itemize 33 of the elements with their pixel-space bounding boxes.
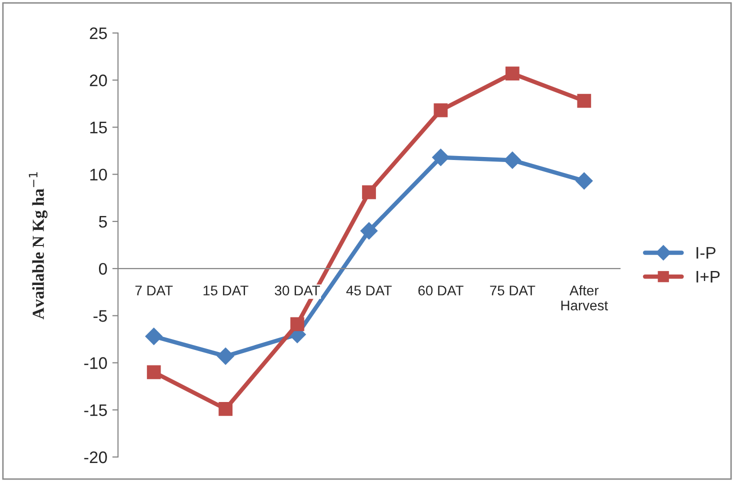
- point: [218, 402, 233, 416]
- point: [577, 94, 592, 108]
- x-tick-label: After Harvest: [561, 285, 608, 310]
- legend-label: I+P: [696, 270, 720, 282]
- y-tick-label: -10: [84, 357, 107, 369]
- x-tick-label: 60 DAT: [418, 286, 464, 296]
- y-axis-title: Available N Kg ha$^{−1}$: [28, 172, 48, 320]
- y-tick-label: 0: [98, 262, 107, 275]
- y-tick-label: 20: [90, 74, 107, 86]
- point: [290, 317, 304, 332]
- point: [434, 103, 448, 118]
- y-tick-label: -15: [84, 404, 107, 416]
- x-tick-label: 7 DAT: [135, 286, 173, 296]
- point: [432, 148, 450, 166]
- point: [504, 151, 522, 170]
- x-tick-label: 75 DAT: [490, 286, 536, 296]
- y-tick-label: 25: [90, 27, 107, 40]
- legend-label: I-P: [696, 247, 716, 259]
- y-tick-label: -5: [94, 310, 107, 322]
- x-tick-label: 15 DAT: [204, 286, 248, 296]
- y-tick-label: 10: [90, 168, 107, 181]
- point: [360, 222, 378, 240]
- point: [146, 365, 161, 380]
- x-tick-label: 30 DAT: [274, 286, 320, 296]
- y-tick-label: 15: [90, 122, 107, 134]
- point: [216, 347, 234, 366]
- point: [362, 185, 376, 200]
- point: [575, 172, 593, 190]
- x-tick-label: 45 DAT: [346, 286, 392, 296]
- y-tick-label: 5: [98, 216, 107, 228]
- point: [505, 66, 520, 80]
- point: [145, 328, 163, 346]
- y-tick-label: -20: [84, 451, 107, 464]
